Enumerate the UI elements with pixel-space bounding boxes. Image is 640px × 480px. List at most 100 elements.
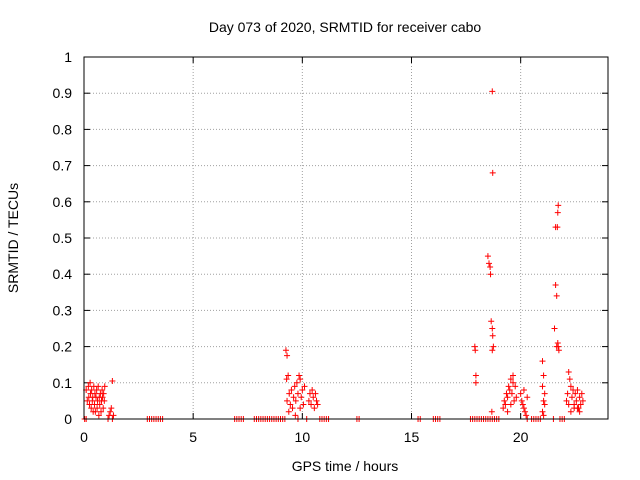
data-point (520, 405, 527, 412)
data-point (554, 209, 561, 216)
data-point (289, 405, 296, 412)
data-point (91, 401, 98, 408)
data-point (519, 401, 526, 408)
x-tick-label: 20 (513, 429, 529, 445)
data-point (489, 347, 496, 354)
data-point (299, 387, 306, 394)
data-point (287, 401, 294, 408)
data-point (95, 412, 102, 419)
data-point (511, 397, 518, 404)
data-point (306, 390, 313, 397)
data-point (311, 405, 318, 412)
data-point (94, 405, 101, 412)
data-point (576, 408, 583, 415)
data-point (555, 343, 562, 350)
y-tick-label: 0.9 (53, 85, 73, 101)
data-point (579, 397, 586, 404)
y-tick-label: 0.7 (53, 158, 73, 174)
data-point (88, 387, 95, 394)
data-point (489, 325, 496, 332)
y-tick-label: 0.3 (53, 302, 73, 318)
x-axis-label: GPS time / hours (292, 458, 399, 474)
data-point (565, 401, 572, 408)
data-point (577, 401, 584, 408)
axis-ticks: 00.10.20.30.40.50.60.70.80.910 5 10 15 20 (53, 49, 608, 445)
data-point (297, 405, 304, 412)
data-point (297, 376, 304, 383)
data-point (539, 408, 546, 415)
data-point (564, 390, 571, 397)
chart-title: Day 073 of 2020, SRMTID for receiver cab… (209, 19, 482, 35)
data-point (489, 88, 496, 95)
data-point (508, 390, 515, 397)
data-point (578, 390, 585, 397)
data-point (85, 383, 92, 390)
data-point (554, 224, 561, 231)
data-point (488, 318, 495, 325)
data-point (541, 390, 548, 397)
data-point (552, 282, 559, 289)
data-point (301, 383, 308, 390)
data-point (487, 263, 494, 270)
y-tick-label: 0.5 (53, 230, 73, 246)
data-point (283, 376, 290, 383)
data-point (293, 379, 300, 386)
data-point (540, 372, 547, 379)
y-tick-label: 0.6 (53, 194, 73, 210)
data-point (292, 397, 299, 404)
data-point (90, 408, 97, 415)
data-point (510, 372, 517, 379)
data-point (108, 405, 115, 412)
data-point (512, 383, 519, 390)
data-point (501, 397, 508, 404)
data-point (100, 390, 107, 397)
data-point (294, 390, 301, 397)
y-tick-label: 0.8 (53, 121, 73, 137)
x-tick-label: 10 (295, 429, 311, 445)
data-point (524, 394, 531, 401)
data-point (520, 387, 527, 394)
data-point (505, 383, 512, 390)
plot-frame (83, 56, 609, 420)
data-point (110, 412, 117, 419)
data-point (504, 394, 511, 401)
data-point (101, 397, 108, 404)
data-point (484, 253, 491, 260)
data-point (568, 394, 575, 401)
data-point (565, 368, 572, 375)
data-point (567, 383, 574, 390)
data-point (107, 408, 114, 415)
data-point (309, 387, 316, 394)
data-point (517, 390, 524, 397)
data-point (285, 372, 292, 379)
data-point (472, 372, 479, 379)
data-point (540, 412, 547, 419)
data-point (504, 408, 511, 415)
data-point (507, 376, 514, 383)
data-point (503, 390, 510, 397)
y-tick-label: 0 (64, 411, 72, 427)
data-point (310, 394, 317, 401)
data-point (308, 401, 315, 408)
data-point (285, 408, 292, 415)
data-point (488, 408, 495, 415)
data-point (563, 397, 570, 404)
data-point (502, 401, 509, 408)
data-point (86, 401, 93, 408)
data-point (574, 387, 581, 394)
data-point (513, 394, 520, 401)
y-axis-label: SRMTID / TECUs (5, 183, 21, 293)
data-point (518, 397, 525, 404)
data-point (574, 405, 581, 412)
data-point (300, 401, 307, 408)
data-point (555, 202, 562, 209)
data-point (541, 401, 548, 408)
data-point (96, 401, 103, 408)
x-tick-label: 5 (189, 429, 197, 445)
data-point (506, 387, 513, 394)
data-point (296, 372, 303, 379)
data-point (566, 376, 573, 383)
y-tick-label: 0.4 (53, 266, 73, 282)
data-point (284, 397, 291, 404)
data-point (490, 343, 497, 350)
